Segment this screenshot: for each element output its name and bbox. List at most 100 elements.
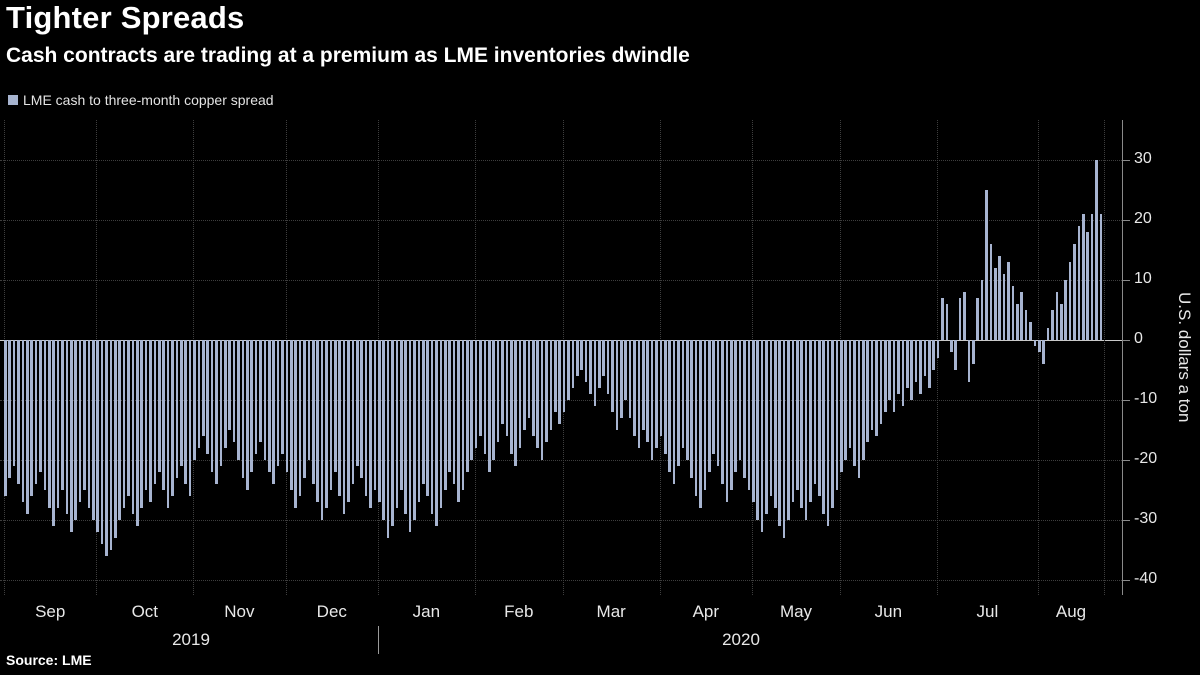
bar: [395, 340, 399, 508]
bar: [404, 340, 407, 514]
bar: [554, 340, 557, 412]
bar: [1095, 160, 1098, 340]
bar: [624, 340, 627, 400]
bar: [276, 340, 280, 466]
bar: [708, 340, 711, 472]
bar: [4, 340, 7, 496]
gridline-horizontal: [0, 460, 1122, 461]
bar: [166, 340, 170, 508]
bar: [263, 340, 267, 460]
bar: [998, 256, 1001, 340]
bar: [316, 340, 319, 502]
chart-title: Tighter Spreads: [6, 0, 245, 35]
bar: [364, 340, 368, 496]
y-axis-tick: [1122, 340, 1130, 341]
bar: [919, 340, 922, 394]
bar: [655, 340, 658, 448]
bar: [593, 340, 597, 406]
bar: [809, 340, 812, 502]
bar: [48, 340, 51, 508]
bar: [958, 298, 962, 340]
x-axis-month-label: Nov: [224, 602, 255, 621]
legend-swatch-icon: [8, 95, 18, 105]
bar: [734, 340, 737, 472]
bar: [897, 340, 900, 394]
bar: [1020, 292, 1023, 340]
bar: [65, 340, 69, 514]
bar: [1007, 262, 1010, 340]
bar: [232, 340, 236, 442]
bar: [523, 340, 526, 430]
bar: [303, 340, 306, 478]
gridline-horizontal: [0, 520, 1122, 521]
bar: [96, 340, 99, 532]
bar: [26, 340, 29, 514]
bar: [562, 340, 566, 412]
bar: [813, 340, 817, 484]
bar: [131, 340, 135, 514]
bar: [1060, 304, 1063, 340]
bar: [642, 340, 645, 430]
bar: [505, 340, 509, 436]
bar: [153, 340, 157, 484]
bar: [492, 340, 495, 460]
bar: [74, 340, 77, 520]
bar: [853, 340, 856, 466]
bar: [945, 304, 949, 340]
bar: [677, 340, 680, 466]
bar: [606, 340, 610, 394]
bar: [39, 340, 42, 472]
bar: [408, 340, 412, 532]
bar: [774, 340, 777, 508]
bar: [87, 340, 91, 508]
bar: [835, 340, 839, 490]
bar: [598, 340, 601, 388]
bar: [972, 340, 975, 364]
bar: [250, 340, 253, 472]
bar: [910, 340, 913, 400]
gridline-horizontal: [0, 280, 1122, 281]
bar: [417, 340, 421, 502]
bar: [356, 340, 359, 466]
bar: [765, 340, 768, 514]
bar: [743, 340, 746, 478]
bar: [351, 340, 355, 484]
bar: [967, 340, 971, 382]
y-axis-tick-label: -40: [1134, 570, 1158, 587]
bar: [56, 340, 60, 508]
bar: [1042, 340, 1045, 364]
y-axis-tick-label: 0: [1134, 330, 1143, 347]
y-axis-tick-label: 30: [1134, 150, 1152, 167]
bar: [448, 340, 451, 472]
bar: [184, 340, 187, 484]
bar: [664, 340, 667, 454]
bar: [1064, 280, 1067, 340]
bar: [1024, 310, 1028, 340]
bar: [21, 340, 25, 502]
bar: [536, 340, 539, 448]
bar: [52, 340, 55, 526]
bar: [92, 340, 95, 520]
bar: [976, 298, 979, 340]
bar: [857, 340, 861, 478]
bar: [290, 340, 293, 490]
gridline-vertical: [1038, 120, 1039, 595]
bar: [1086, 232, 1089, 340]
bar: [540, 340, 544, 460]
bar: [580, 340, 583, 370]
y-axis-title: U.S. dollars a ton: [1175, 292, 1194, 423]
bar: [747, 340, 751, 490]
bar: [514, 340, 517, 466]
bar: [791, 340, 795, 502]
bar: [373, 340, 377, 490]
legend: LME cash to three-month copper spread: [8, 92, 274, 108]
bar: [875, 340, 878, 436]
bar: [382, 340, 385, 520]
x-axis-month-label: Feb: [504, 602, 534, 621]
bar: [136, 340, 139, 526]
bar: [100, 340, 104, 544]
bar: [725, 340, 729, 502]
bar: [325, 340, 328, 508]
bar: [12, 340, 16, 466]
